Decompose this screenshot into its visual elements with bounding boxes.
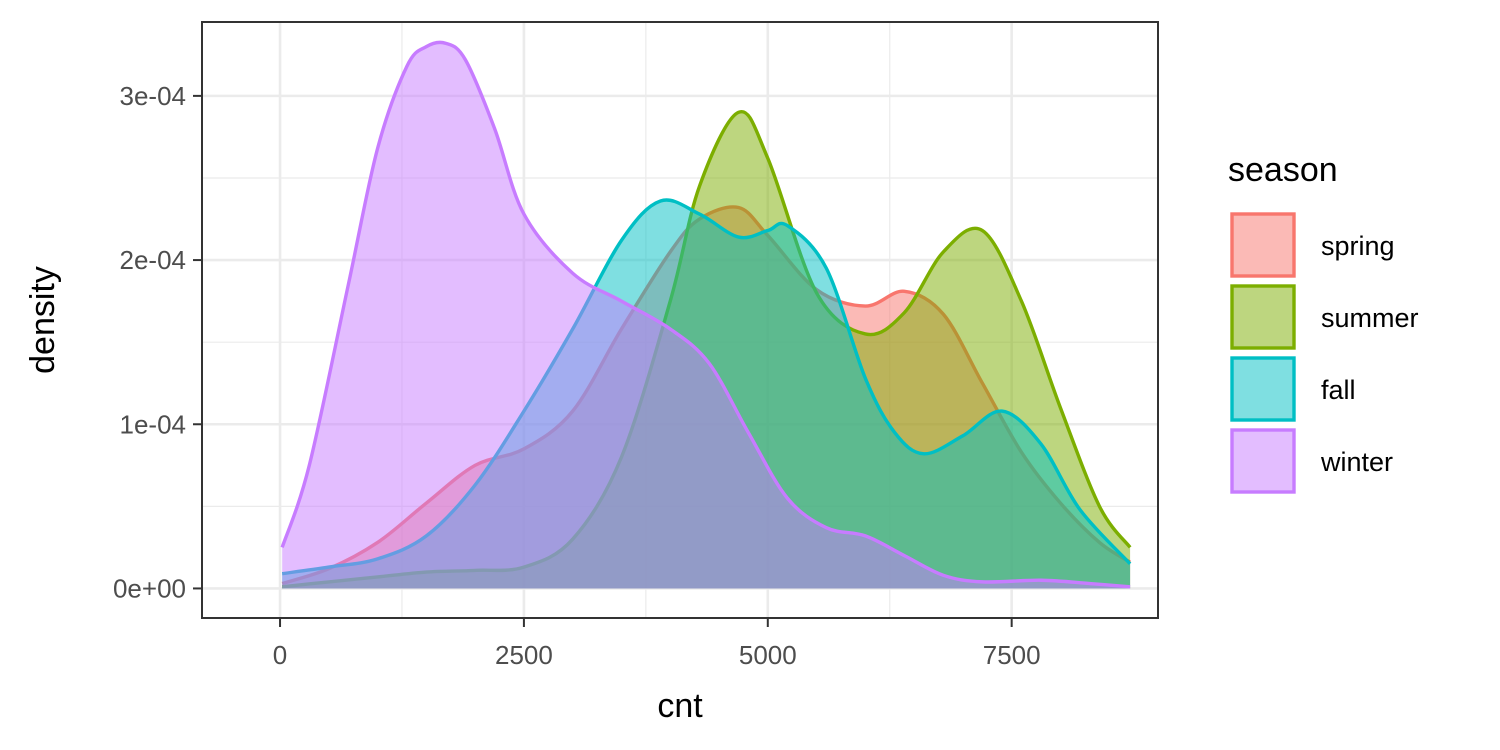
- density-area-winter: [282, 42, 1131, 589]
- y-axis-title: density: [24, 266, 62, 374]
- legend-key-fall: [1230, 356, 1296, 422]
- legend-label-spring: spring: [1321, 231, 1395, 261]
- plot-border: [201, 21, 1159, 619]
- legend-item-spring: spring: [1230, 212, 1395, 278]
- density-line-winter: [280, 40, 1131, 589]
- y-tick-label: 2e-04: [120, 245, 187, 275]
- legend-item-fall: fall: [1230, 356, 1356, 422]
- legend: season spring summer fall winter: [1228, 151, 1419, 494]
- y-tick-label: 3e-04: [120, 81, 187, 111]
- legend-label-summer: summer: [1321, 303, 1419, 333]
- legend-key-summer: [1230, 284, 1296, 350]
- y-tick-label: 1e-04: [120, 409, 187, 439]
- series-winter: [280, 40, 1131, 589]
- x-tick-label: 0: [273, 640, 287, 670]
- y-axis: 0e+00 1e-04 2e-04 3e-04: [113, 81, 202, 603]
- legend-item-summer: summer: [1230, 284, 1419, 350]
- x-axis-title: cnt: [657, 687, 703, 725]
- x-axis: 0 2500 5000 7500: [273, 618, 1041, 670]
- legend-key-spring: [1230, 212, 1296, 278]
- legend-key-winter: [1230, 428, 1296, 494]
- legend-label-fall: fall: [1321, 375, 1356, 405]
- x-tick-label: 7500: [983, 640, 1041, 670]
- legend-item-winter: winter: [1230, 428, 1393, 494]
- x-tick-label: 5000: [739, 640, 797, 670]
- series-layer: [280, 40, 1132, 589]
- legend-label-winter: winter: [1320, 447, 1393, 477]
- y-tick-label: 0e+00: [113, 573, 186, 603]
- legend-title: season: [1228, 151, 1338, 189]
- x-tick-label: 2500: [495, 640, 553, 670]
